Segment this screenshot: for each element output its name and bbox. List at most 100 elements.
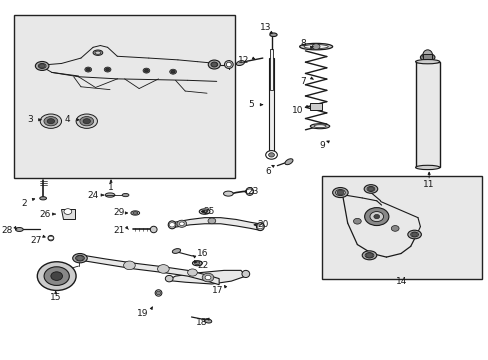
Ellipse shape: [131, 211, 140, 215]
Text: 12: 12: [237, 57, 248, 66]
Ellipse shape: [410, 232, 418, 237]
Circle shape: [142, 68, 149, 73]
Ellipse shape: [105, 193, 115, 197]
Circle shape: [48, 236, 53, 240]
Ellipse shape: [332, 188, 347, 198]
Ellipse shape: [304, 45, 327, 49]
Text: 11: 11: [423, 180, 434, 189]
Ellipse shape: [80, 117, 94, 126]
Text: 29: 29: [113, 208, 124, 217]
Text: 13: 13: [260, 23, 271, 32]
Ellipse shape: [366, 186, 374, 192]
Circle shape: [156, 291, 161, 295]
Circle shape: [211, 62, 217, 67]
Circle shape: [353, 219, 361, 224]
Ellipse shape: [199, 209, 209, 214]
Ellipse shape: [47, 119, 55, 124]
Text: 21: 21: [113, 226, 124, 235]
Text: 2: 2: [21, 199, 26, 208]
Ellipse shape: [236, 60, 244, 66]
Circle shape: [144, 69, 148, 72]
Ellipse shape: [172, 249, 180, 253]
Ellipse shape: [245, 188, 253, 195]
Text: 24: 24: [87, 190, 99, 199]
Ellipse shape: [73, 253, 87, 263]
Bar: [322, 176, 481, 279]
Circle shape: [369, 212, 383, 222]
Bar: [310, 103, 321, 110]
Circle shape: [104, 67, 111, 72]
Text: 7: 7: [300, 77, 305, 86]
Ellipse shape: [40, 114, 61, 129]
Circle shape: [37, 262, 76, 291]
Text: 22: 22: [197, 261, 208, 270]
Text: 3: 3: [27, 115, 33, 124]
Ellipse shape: [224, 60, 233, 68]
Ellipse shape: [38, 63, 46, 68]
Circle shape: [411, 232, 417, 237]
Ellipse shape: [256, 223, 264, 230]
Text: 9: 9: [319, 141, 325, 150]
Ellipse shape: [310, 124, 329, 129]
Circle shape: [44, 267, 69, 285]
Ellipse shape: [76, 114, 97, 129]
Text: 14: 14: [395, 276, 407, 285]
Text: 18: 18: [195, 318, 206, 327]
Circle shape: [204, 275, 210, 280]
Circle shape: [84, 67, 91, 72]
Text: 27: 27: [31, 236, 42, 245]
Bar: [415, 62, 439, 167]
Circle shape: [39, 64, 45, 68]
Circle shape: [187, 269, 197, 276]
Ellipse shape: [226, 62, 231, 67]
Circle shape: [364, 208, 388, 226]
Circle shape: [177, 220, 186, 227]
Circle shape: [171, 70, 175, 73]
Circle shape: [64, 209, 72, 215]
Text: 28: 28: [1, 226, 13, 235]
Ellipse shape: [242, 270, 249, 278]
Text: 1: 1: [108, 183, 114, 192]
Circle shape: [366, 253, 372, 258]
Circle shape: [373, 215, 379, 219]
Ellipse shape: [210, 62, 217, 67]
Circle shape: [268, 153, 274, 157]
Circle shape: [179, 222, 184, 226]
Bar: [268, 58, 274, 155]
Circle shape: [207, 218, 215, 224]
Ellipse shape: [48, 235, 54, 241]
Text: 20: 20: [257, 220, 268, 229]
Circle shape: [51, 272, 62, 280]
Polygon shape: [167, 270, 245, 284]
Circle shape: [257, 225, 263, 229]
Circle shape: [336, 190, 343, 195]
Ellipse shape: [122, 193, 129, 197]
Ellipse shape: [35, 62, 49, 71]
Circle shape: [77, 256, 83, 261]
Ellipse shape: [150, 226, 157, 233]
Ellipse shape: [204, 319, 211, 323]
Ellipse shape: [415, 165, 439, 170]
Circle shape: [169, 69, 176, 74]
Circle shape: [123, 261, 135, 270]
Bar: [14, 15, 234, 178]
Circle shape: [246, 189, 253, 194]
Circle shape: [265, 150, 277, 159]
Text: 23: 23: [247, 187, 258, 196]
Circle shape: [105, 68, 109, 71]
Ellipse shape: [420, 53, 434, 61]
Ellipse shape: [76, 255, 84, 261]
Text: 4: 4: [64, 115, 70, 124]
Ellipse shape: [208, 60, 220, 69]
Ellipse shape: [362, 251, 376, 260]
Circle shape: [157, 265, 169, 273]
Ellipse shape: [40, 197, 46, 200]
Ellipse shape: [299, 43, 332, 50]
Polygon shape: [83, 255, 219, 285]
Bar: [269, 49, 273, 90]
Text: 25: 25: [203, 207, 215, 216]
Ellipse shape: [155, 290, 162, 296]
Text: 16: 16: [197, 249, 208, 258]
Ellipse shape: [422, 50, 432, 60]
Bar: [423, 54, 431, 62]
